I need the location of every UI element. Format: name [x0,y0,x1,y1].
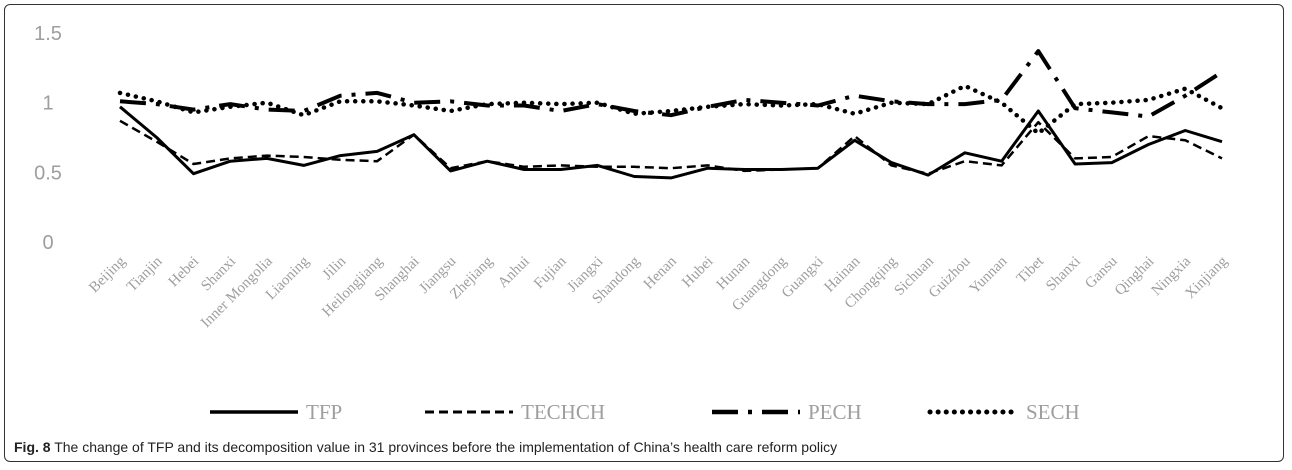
y-tick-label: 0 [42,232,53,254]
series-line-pech [119,49,1224,119]
legend: TFP TECHCH PECH SECH [210,400,1080,424]
caption-text: The change of TFP and its decomposition … [50,439,838,455]
series-lines [117,49,1225,180]
x-tick-label: Qinghai [1112,254,1157,299]
legend-label-techch: TECHCH [521,400,605,424]
x-tick-label: Guizhou [926,253,974,301]
x-tick-label: Hebei [166,254,203,291]
caption-label: Fig. 8 [14,439,51,455]
x-tick-label: Guangxi [779,254,827,302]
x-tick-label: Henan [641,253,680,292]
x-tick-label: Shanxi [1043,254,1084,295]
legend-label-sech: SECH [1026,400,1080,424]
figure-caption: Fig. 8 The change of TFP and its decompo… [14,439,1274,455]
x-tick-label: Yunnan [967,253,1011,297]
x-tick-label: Tibet [1014,253,1048,287]
x-tick-label: Hubei [679,254,716,291]
x-tick-label: Fujian [531,253,570,292]
x-tick-label: Beijing [86,253,129,296]
series-line-techch [119,119,1223,175]
series-line-tfp [119,105,1223,180]
y-tick-label: 0.5 [34,162,62,184]
legend-label-tfp: TFP [306,400,342,424]
series-line-sech [117,83,1225,136]
x-tick-label: Tianjin [124,253,166,295]
legend-label-pech: PECH [808,400,862,424]
y-axis-labels: 0 0.5 1 1.5 [34,23,62,254]
y-tick-label: 1 [42,93,53,115]
y-tick-label: 1.5 [34,23,62,45]
x-tick-label: Jilin [320,253,350,283]
x-tick-label: Anhui [495,254,533,292]
figure-frame [4,4,1284,462]
